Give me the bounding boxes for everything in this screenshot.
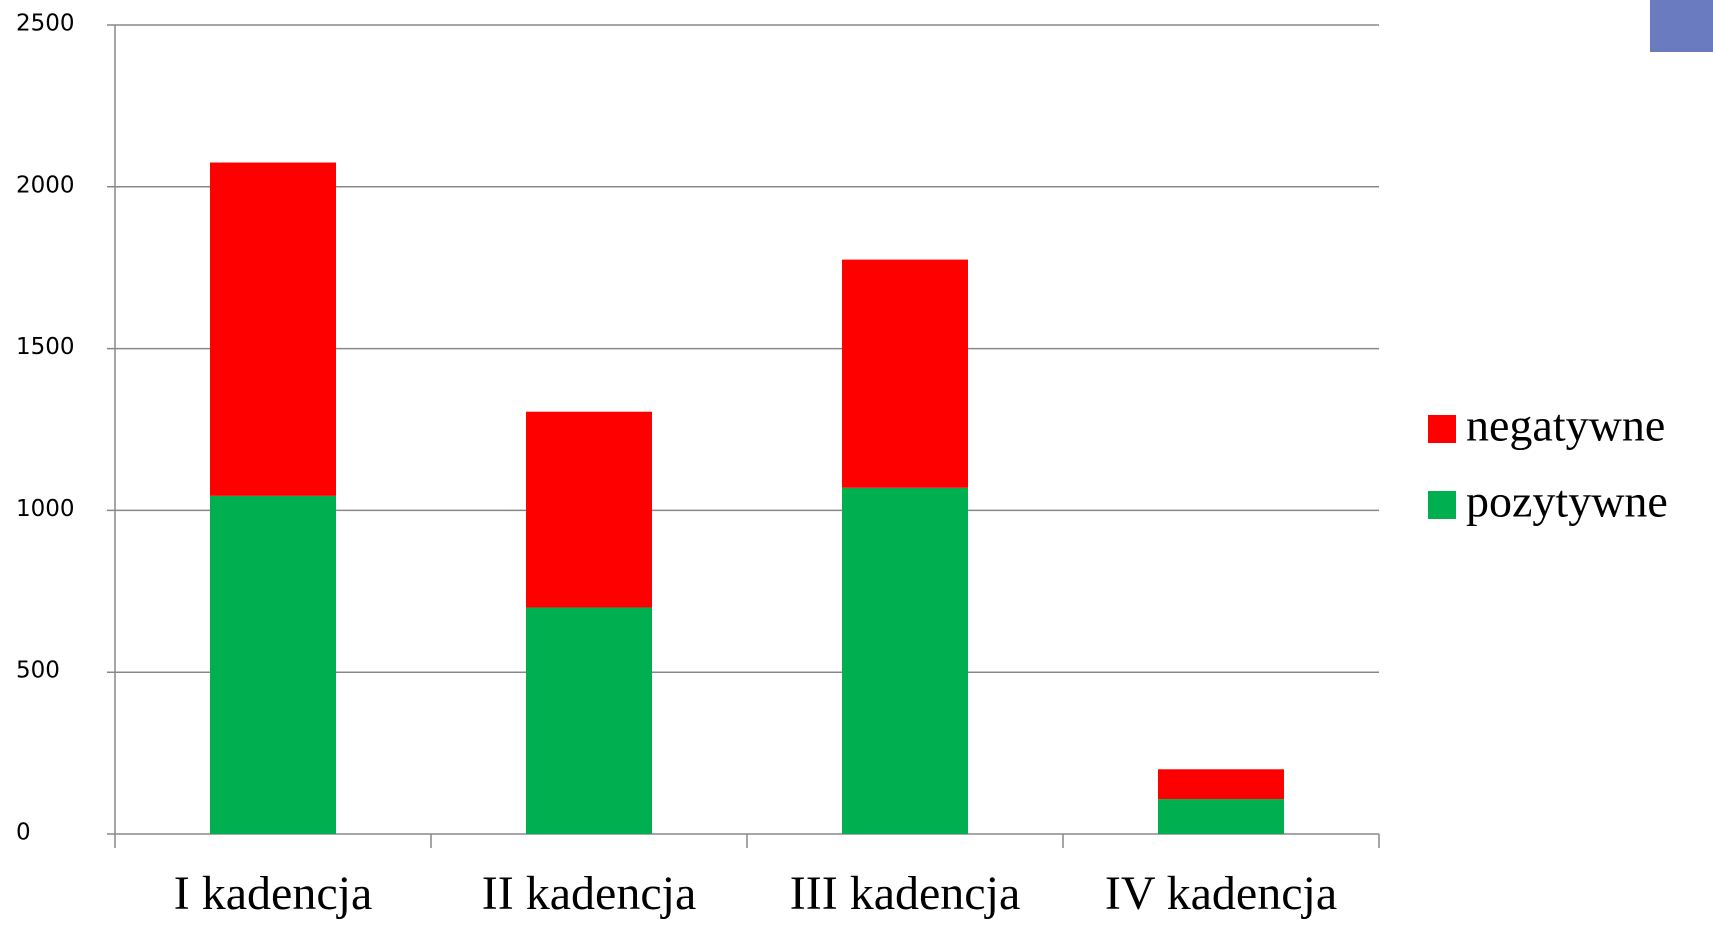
decoration xyxy=(1650,0,1713,52)
bar-segment xyxy=(526,411,652,608)
legend-label: negatywne xyxy=(1466,400,1665,451)
y-tick-label: 0 xyxy=(16,820,31,846)
bar-segment xyxy=(1158,769,1284,800)
x-tick-label: III kadencja xyxy=(790,867,1021,920)
bar-segment xyxy=(210,162,336,496)
legend-swatch xyxy=(1428,415,1456,443)
y-tick-label: 1000 xyxy=(16,496,75,522)
x-tick-label: I kadencja xyxy=(174,867,373,920)
y-tick-label: 500 xyxy=(16,658,60,684)
y-tick-label: 2000 xyxy=(16,172,75,198)
legend-swatch xyxy=(1428,491,1456,519)
bar-segment xyxy=(1158,799,1284,834)
bar-segment xyxy=(842,487,968,834)
x-tick-label: IV kadencja xyxy=(1105,867,1337,920)
x-tick-label: II kadencja xyxy=(482,867,697,920)
bar-segment xyxy=(842,259,968,488)
bar-segment xyxy=(526,607,652,834)
bar-segment xyxy=(210,495,336,834)
y-tick-label: 2500 xyxy=(16,11,75,37)
legend-label: pozytywne xyxy=(1466,476,1668,527)
y-tick-label: 1500 xyxy=(16,334,75,360)
